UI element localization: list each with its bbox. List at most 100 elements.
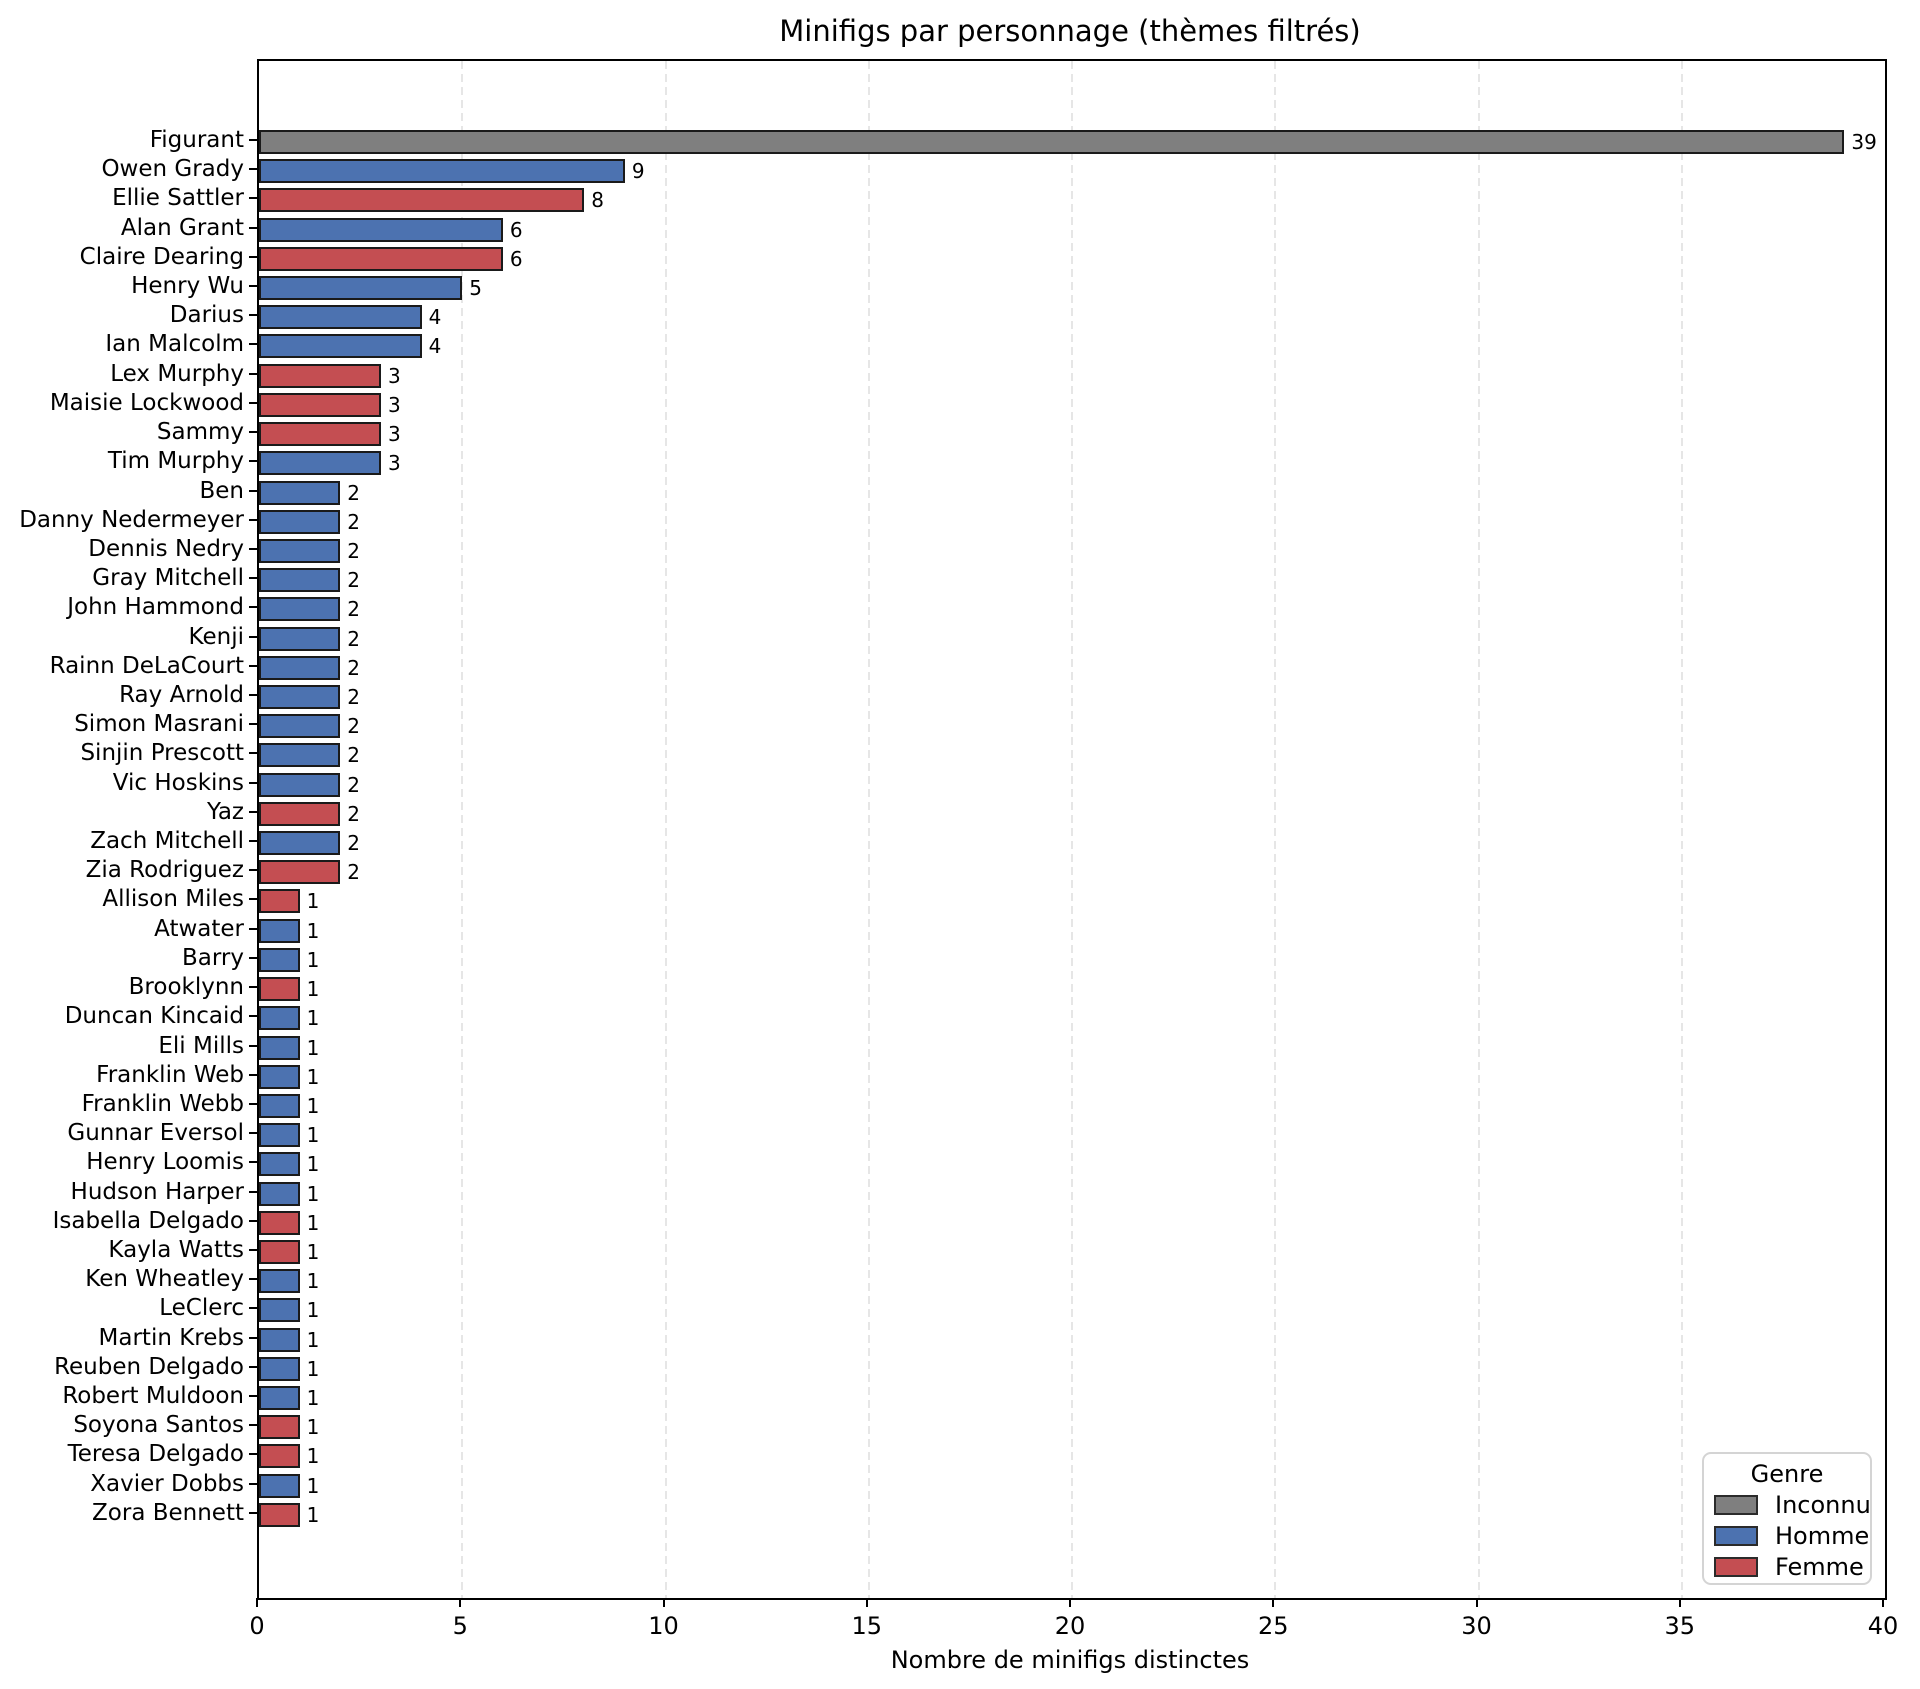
bar	[259, 1123, 300, 1148]
y-tick	[249, 927, 257, 930]
bar	[259, 977, 300, 1002]
bar-value-label: 1	[306, 1064, 320, 1089]
bar-value-label: 2	[347, 509, 361, 534]
bar-value-label: 5	[469, 276, 482, 301]
x-tick-label: 15	[851, 1612, 883, 1640]
bar	[259, 130, 1845, 154]
bar	[259, 889, 300, 914]
y-tick	[249, 1278, 257, 1281]
grid-line	[1477, 61, 1480, 1598]
bar	[259, 392, 381, 417]
category-label: Zach Mitchell	[90, 828, 244, 855]
bar	[259, 626, 341, 651]
x-tick-label: 30	[1461, 1612, 1492, 1640]
category-label: Zia Rodriguez	[85, 857, 244, 884]
y-tick	[249, 810, 257, 813]
bar-value-label: 1	[306, 1386, 320, 1411]
bar	[259, 1444, 300, 1469]
bar-value-label: 6	[509, 217, 523, 242]
bar	[259, 684, 341, 709]
y-tick	[249, 781, 257, 784]
bar-value-label: 3	[387, 422, 401, 447]
bar-value-label: 4	[428, 334, 442, 359]
bar	[259, 334, 422, 359]
category-label: Maisie Lockwood	[49, 389, 244, 416]
bar-value-label: 1	[306, 947, 320, 972]
bar-value-label: 3	[387, 363, 401, 388]
y-tick	[249, 635, 257, 638]
y-tick	[249, 139, 257, 141]
bar-value-label: 1	[306, 1502, 320, 1527]
bar	[259, 246, 503, 271]
x-axis-label: Nombre de minifigs distinctes	[890, 1646, 1250, 1674]
category-label: Claire Dearing	[79, 243, 244, 270]
bar-value-label: 1	[306, 1473, 320, 1498]
bar	[259, 451, 381, 476]
bar	[259, 1006, 300, 1031]
bar	[259, 1064, 300, 1089]
bar-value-label: 1	[306, 1210, 320, 1235]
bar	[259, 217, 503, 242]
bar-value-label: 1	[306, 1327, 320, 1352]
category-label: Robert Muldoon	[62, 1383, 244, 1410]
y-tick	[249, 1336, 257, 1339]
bar	[259, 1210, 300, 1235]
category-label: Kenji	[188, 623, 244, 650]
y-tick	[249, 840, 257, 843]
category-label: Hudson Harper	[70, 1178, 244, 1205]
category-label: LeClerc	[159, 1295, 244, 1322]
bar-value-label: 2	[347, 772, 361, 797]
y-tick	[249, 1365, 257, 1368]
bar	[259, 831, 341, 856]
category-label: Soyona Santos	[73, 1412, 244, 1439]
category-label: Ben	[199, 477, 244, 504]
category-label: Franklin Web	[96, 1061, 244, 1088]
category-label: John Hammond	[67, 594, 244, 621]
bar	[259, 947, 300, 972]
bar-value-label: 1	[306, 1093, 320, 1118]
bar	[259, 509, 341, 534]
category-label: Duncan Kincaid	[64, 1003, 244, 1030]
y-tick	[249, 226, 257, 229]
category-label: Figurant	[149, 127, 244, 153]
bar-value-label: 2	[347, 568, 361, 593]
bar-value-label: 1	[306, 1006, 320, 1031]
bar-value-label: 1	[306, 889, 320, 914]
y-tick	[249, 431, 257, 434]
x-tick	[1069, 1598, 1071, 1607]
bar	[259, 1093, 300, 1118]
category-label: Atwater	[154, 915, 244, 942]
bar	[259, 918, 300, 943]
x-tick	[1475, 1598, 1478, 1607]
category-label: Sammy	[156, 419, 244, 446]
bar	[259, 422, 381, 447]
bar	[259, 1269, 300, 1294]
bar-value-label: 2	[347, 684, 361, 709]
legend-title: Genre	[1750, 1460, 1824, 1488]
category-label: Reuben Delgado	[54, 1353, 244, 1380]
y-tick	[249, 460, 257, 463]
category-label: Martin Krebs	[98, 1324, 244, 1351]
bar-value-label: 1	[306, 1415, 320, 1440]
x-tick-label: 10	[648, 1612, 679, 1640]
bar	[259, 538, 341, 563]
y-tick	[249, 168, 257, 171]
bar-value-label: 1	[306, 1181, 320, 1206]
legend-swatch-femme	[1714, 1556, 1758, 1577]
y-tick	[249, 1015, 257, 1018]
x-tick	[662, 1598, 665, 1607]
bar	[259, 188, 585, 213]
category-label: Teresa Delgado	[67, 1441, 244, 1468]
bar	[259, 1181, 300, 1206]
x-tick	[1272, 1598, 1275, 1607]
y-tick	[249, 1307, 257, 1310]
y-tick	[249, 343, 257, 346]
y-tick	[249, 1161, 257, 1164]
y-tick	[249, 489, 257, 492]
grid-line	[1071, 61, 1073, 1598]
bar	[259, 568, 341, 593]
bar-value-label: 1	[306, 1152, 320, 1177]
y-tick	[249, 723, 257, 726]
grid-line	[1680, 61, 1683, 1598]
